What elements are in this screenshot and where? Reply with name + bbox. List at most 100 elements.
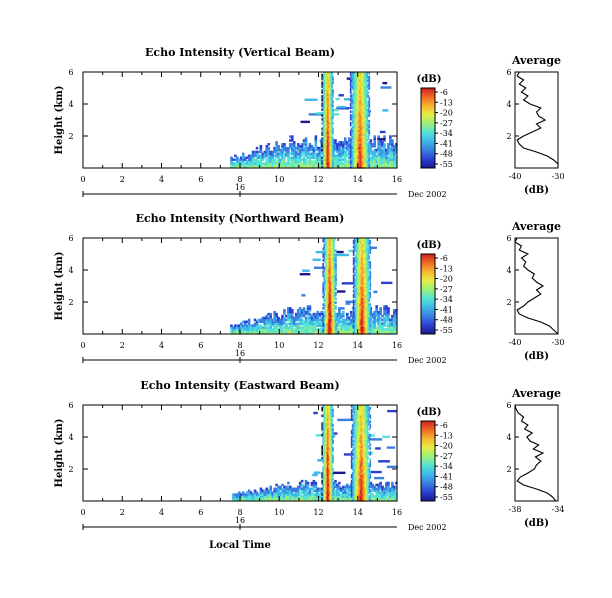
rain-cell	[321, 75, 324, 79]
rain-cell	[328, 274, 330, 277]
rain-cell	[364, 305, 367, 308]
rain-cell	[330, 81, 332, 85]
echo-cell	[338, 156, 341, 159]
echo-cell	[338, 160, 341, 163]
rain-cell	[322, 282, 325, 285]
rain-cell	[364, 104, 367, 108]
echo-cell	[255, 322, 259, 325]
rain-cell	[330, 295, 332, 299]
rain-cell	[325, 318, 327, 322]
rain-cell	[356, 310, 359, 314]
rain-cell	[352, 104, 355, 108]
echo-cell	[287, 156, 290, 159]
rain-cell	[335, 262, 337, 266]
echo-cell	[251, 150, 255, 154]
rain-cell	[365, 95, 368, 98]
rain-cell	[333, 286, 335, 289]
echo-cell	[308, 328, 312, 331]
rain-cell	[356, 89, 359, 92]
rain-cell	[332, 114, 334, 117]
echo-cell	[294, 146, 298, 150]
echo-cell	[345, 148, 349, 152]
echo-cell	[234, 497, 237, 500]
echo-cell	[338, 330, 341, 333]
echo-cell	[341, 282, 356, 285]
rain-cell	[333, 320, 335, 324]
echo-cell	[377, 144, 380, 148]
rain-cell	[327, 108, 329, 111]
colorbar-tick-label: -20	[440, 109, 453, 118]
rain-cell	[322, 143, 324, 146]
echo-cell	[344, 164, 347, 167]
rain-cell	[353, 272, 356, 276]
rain-cell	[332, 307, 334, 310]
rain-cell	[361, 108, 364, 111]
rain-cell	[361, 164, 364, 167]
rain-cell	[353, 106, 356, 110]
rain-cell	[332, 299, 334, 302]
echo-cell	[338, 166, 341, 169]
rain-cell	[352, 286, 355, 289]
rain-cell	[359, 303, 362, 306]
rain-cell	[334, 257, 336, 260]
rain-cell	[367, 305, 370, 308]
rain-cell	[324, 83, 326, 87]
rain-cell	[361, 314, 364, 318]
rain-cell	[356, 257, 359, 260]
echo-cell	[373, 312, 377, 316]
echo-cell	[395, 164, 398, 167]
rain-cell	[362, 297, 365, 301]
rain-cell	[330, 301, 332, 304]
echo-cell	[304, 160, 308, 163]
rain-cell	[359, 104, 362, 108]
rain-cell	[356, 251, 359, 254]
rain-cell	[323, 75, 325, 79]
rain-cell	[357, 324, 360, 327]
echo-cell	[289, 316, 292, 320]
rain-cell	[322, 324, 325, 327]
rain-cell	[364, 143, 367, 146]
rain-cell	[325, 326, 327, 329]
echo-cell	[343, 98, 355, 101]
rain-cell	[326, 112, 328, 115]
rain-cell	[325, 255, 327, 258]
echo-cell	[306, 162, 310, 165]
rain-cell	[327, 160, 329, 163]
echo-cell	[271, 318, 274, 322]
echo-cell	[345, 318, 349, 322]
echo-cell	[251, 330, 255, 333]
echo-cell	[263, 150, 267, 154]
rain-cell	[357, 261, 360, 264]
rain-cell	[323, 284, 325, 287]
rain-cell	[353, 318, 356, 322]
echo-cell	[338, 322, 341, 325]
echo-cell	[289, 166, 292, 169]
colorbar	[420, 253, 436, 335]
rain-cell	[325, 284, 327, 287]
echo-cell	[291, 144, 294, 148]
rain-cell	[326, 120, 328, 123]
echo-cell	[289, 322, 292, 325]
rain-cell	[322, 129, 324, 133]
rain-cell	[328, 295, 330, 299]
echo-cell	[247, 320, 251, 324]
echo-cell	[265, 162, 269, 165]
rain-cell	[354, 114, 357, 117]
rain-cell	[332, 257, 334, 260]
rain-cell	[324, 116, 326, 119]
echo-cell	[296, 162, 300, 165]
rain-cell	[329, 118, 331, 121]
rain-cell	[354, 102, 357, 106]
rain-cell	[334, 259, 336, 262]
rain-cell	[360, 123, 363, 127]
rain-cell	[367, 255, 370, 258]
echo-cell	[338, 314, 341, 318]
echo-cell	[387, 318, 390, 322]
echo-cell	[298, 144, 302, 148]
echo-cell	[257, 497, 261, 500]
echo-cell	[385, 307, 388, 310]
rain-cell	[369, 305, 372, 308]
rain-cell	[364, 295, 367, 299]
rain-cell	[354, 139, 357, 142]
rain-cell	[355, 114, 358, 117]
